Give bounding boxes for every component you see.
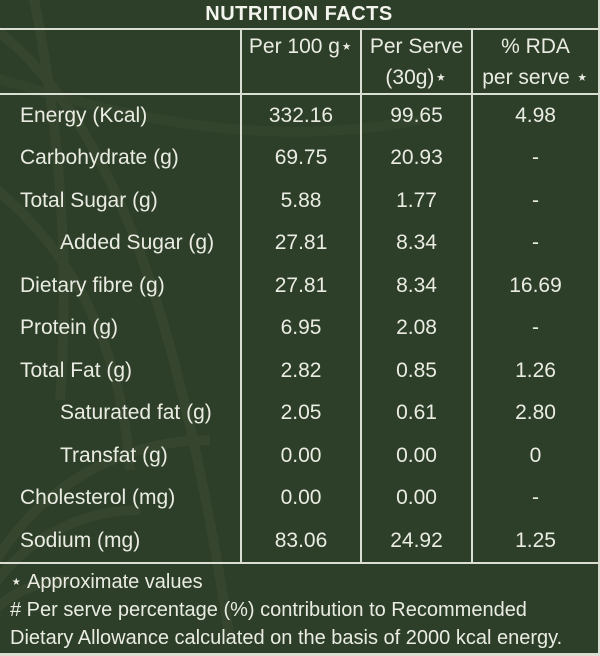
row-per-serve: 0.61: [360, 392, 471, 435]
row-per-100g: 69.75: [240, 137, 360, 180]
row-rda: -: [471, 179, 598, 222]
table-body: Energy (Kcal) 332.16 99.65 4.98 Carbohyd…: [0, 94, 598, 564]
row-per-100g: 6.95: [240, 307, 360, 350]
row-label: Saturated fat (g): [60, 401, 212, 425]
row-per-serve: 24.92: [360, 519, 471, 562]
row-per-100g: 27.81: [240, 222, 360, 265]
row-label: Carbohydrate (g): [20, 146, 179, 170]
table-row-added-sugar: Added Sugar (g) 27.81 8.34 -: [0, 222, 598, 265]
row-label: Sodium (mg): [20, 528, 141, 552]
row-label: Energy (Kcal): [20, 103, 148, 127]
row-per-serve: 20.93: [360, 137, 471, 180]
footnotes: ⋆ Approximate values # Per serve percent…: [0, 564, 598, 653]
table-row-sodium: Sodium (mg) 83.06 24.92 1.25: [0, 519, 598, 562]
header-per-100g-text: Per 100 g⋆: [248, 35, 354, 58]
panel-title: NUTRITION FACTS: [0, 0, 598, 30]
header-rda: % RDA per serve ⋆: [471, 30, 598, 93]
row-per-serve: 8.34: [360, 222, 471, 265]
header-per-serve-line2: (30g)⋆: [385, 66, 448, 89]
header-per-serve: Per Serve (30g)⋆: [360, 30, 471, 93]
row-rda: 4.98: [471, 94, 598, 137]
row-label: Transfat (g): [60, 443, 168, 467]
table-header-row: Per 100 g⋆ Per Serve (30g)⋆ % RDA per se…: [0, 30, 598, 95]
row-per-100g: 27.81: [240, 264, 360, 307]
row-label: Total Fat (g): [20, 358, 133, 382]
header-blank-cell: [0, 30, 240, 93]
header-rda-line1: % RDA: [501, 35, 570, 58]
row-per-serve: 0.85: [360, 349, 471, 392]
table-row-cholesterol: Cholesterol (mg) 0.00 0.00 -: [0, 477, 598, 520]
row-per-100g: 2.05: [240, 392, 360, 435]
table-row-dietary-fibre: Dietary fibre (g) 27.81 8.34 16.69: [0, 264, 598, 307]
row-per-100g: 0.00: [240, 434, 360, 477]
footnote-rda-line2: Dietary Allowance calculated on the basi…: [10, 627, 563, 649]
row-per-100g: 332.16: [240, 94, 360, 137]
header-rda-line2: per serve ⋆: [482, 66, 589, 89]
row-rda: 0: [471, 434, 598, 477]
row-label: Dietary fibre (g): [20, 273, 165, 297]
table-row-total-fat: Total Fat (g) 2.82 0.85 1.26: [0, 349, 598, 392]
header-per-serve-line1: Per Serve: [369, 35, 464, 58]
row-per-serve: 1.77: [360, 179, 471, 222]
row-per-100g: 5.88: [240, 179, 360, 222]
footnote-approximate-values: ⋆ Approximate values: [10, 571, 203, 593]
row-rda: -: [471, 307, 598, 350]
row-per-serve: 0.00: [360, 434, 471, 477]
panel-title-text: NUTRITION FACTS: [205, 2, 393, 25]
row-per-100g: 2.82: [240, 349, 360, 392]
row-rda: 2.80: [471, 392, 598, 435]
header-per-100g: Per 100 g⋆: [240, 30, 360, 93]
table-row-energy: Energy (Kcal) 332.16 99.65 4.98: [0, 94, 598, 137]
table-row-transfat: Transfat (g) 0.00 0.00 0: [0, 434, 598, 477]
row-rda: 1.25: [471, 519, 598, 562]
row-rda: 16.69: [471, 264, 598, 307]
table-row-total-sugar: Total Sugar (g) 5.88 1.77 -: [0, 179, 598, 222]
row-label: Added Sugar (g): [60, 231, 215, 255]
table-row-saturated-fat: Saturated fat (g) 2.05 0.61 2.80: [0, 392, 598, 435]
row-label: Protein (g): [20, 316, 119, 340]
footnote-rda-line1: # Per serve percentage (%) contribution …: [10, 599, 527, 621]
row-per-serve: 0.00: [360, 477, 471, 520]
row-per-100g: 0.00: [240, 477, 360, 520]
row-rda: 1.26: [471, 349, 598, 392]
row-rda: -: [471, 477, 598, 520]
row-per-serve: 8.34: [360, 264, 471, 307]
row-label: Cholesterol (mg): [20, 486, 176, 510]
row-rda: -: [471, 222, 598, 265]
row-per-serve: 99.65: [360, 94, 471, 137]
row-per-serve: 2.08: [360, 307, 471, 350]
row-per-100g: 83.06: [240, 519, 360, 562]
table-row-protein: Protein (g) 6.95 2.08 -: [0, 307, 598, 350]
table-row-carbohydrate: Carbohydrate (g) 69.75 20.93 -: [0, 137, 598, 180]
row-rda: -: [471, 137, 598, 180]
row-label: Total Sugar (g): [20, 188, 158, 212]
